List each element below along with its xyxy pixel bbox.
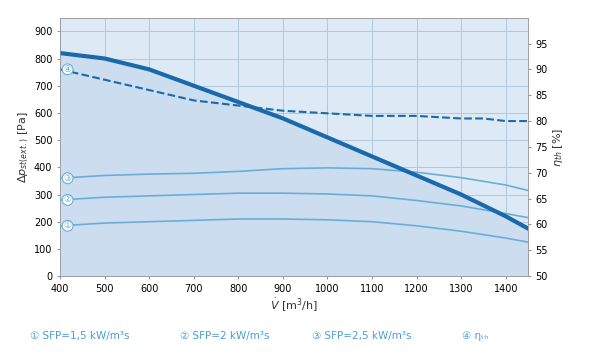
Text: ②: ②	[64, 195, 71, 205]
Text: ③ SFP=2,5 kW/m³s: ③ SFP=2,5 kW/m³s	[312, 331, 412, 341]
Text: ③: ③	[64, 174, 71, 183]
Y-axis label: $\eta_{th}$ [%]: $\eta_{th}$ [%]	[551, 127, 565, 166]
Text: ①: ①	[64, 221, 71, 230]
X-axis label: $\dot{V}$ [m$^3$/h]: $\dot{V}$ [m$^3$/h]	[270, 297, 318, 314]
Text: ④ ηₜₕ: ④ ηₜₕ	[462, 331, 488, 341]
Text: ① SFP=1,5 kW/m³s: ① SFP=1,5 kW/m³s	[30, 331, 130, 341]
Y-axis label: $\Delta p_{st(ext.)}$ [Pa]: $\Delta p_{st(ext.)}$ [Pa]	[17, 111, 31, 183]
Text: ④: ④	[64, 65, 71, 74]
Text: ② SFP=2 kW/m³s: ② SFP=2 kW/m³s	[180, 331, 269, 341]
